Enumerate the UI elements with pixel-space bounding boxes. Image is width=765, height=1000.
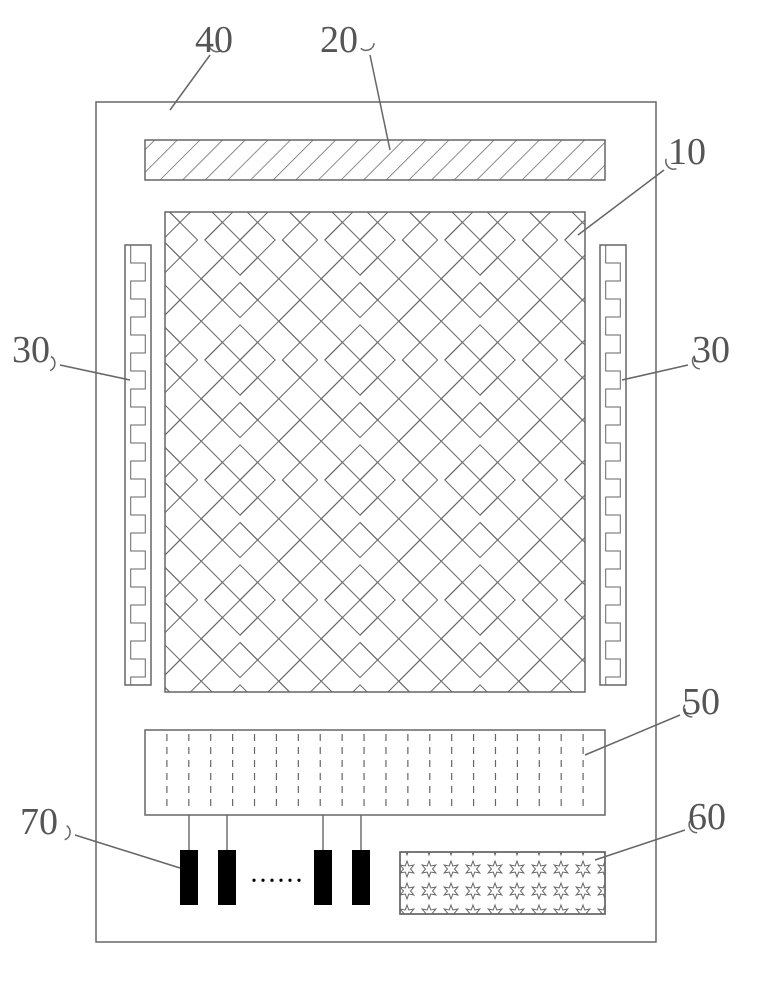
label-20: 20: [320, 18, 358, 62]
diagram-svg: [0, 0, 765, 1000]
label-30-right: 30: [692, 328, 730, 372]
label-50: 50: [682, 680, 720, 724]
label-40: 40: [195, 18, 233, 62]
label-30-left: 30: [12, 328, 50, 372]
diagram-canvas: 20 10 30 30 40 50 60 70: [0, 0, 765, 1000]
label-10: 10: [668, 130, 706, 174]
label-60: 60: [688, 795, 726, 839]
label-70: 70: [20, 800, 58, 844]
